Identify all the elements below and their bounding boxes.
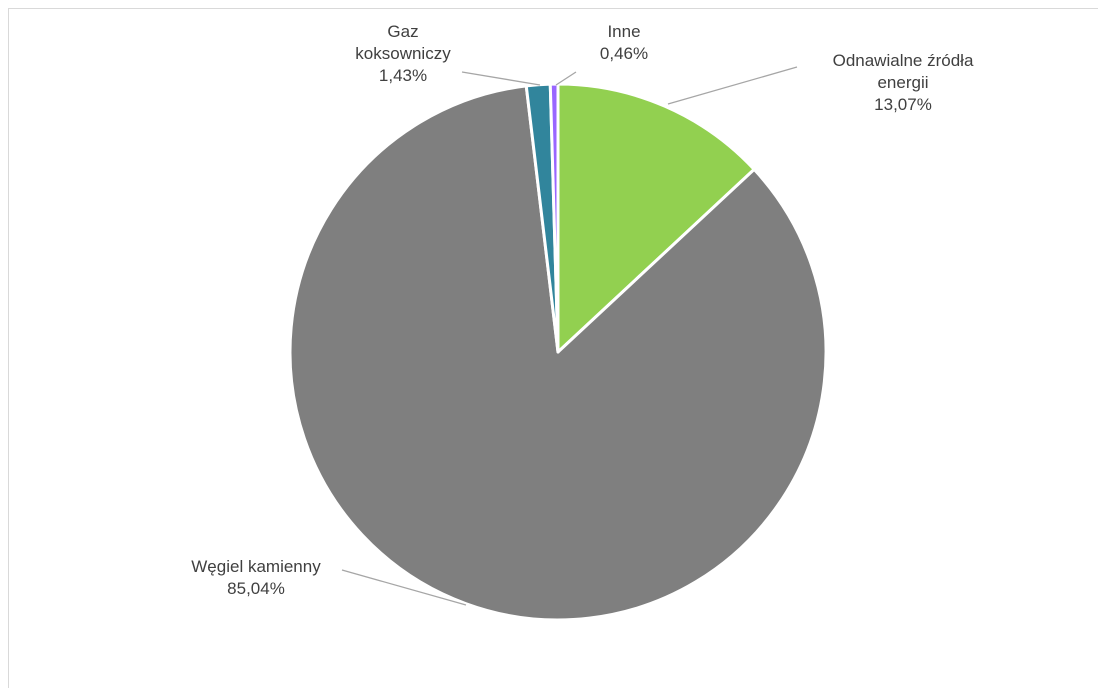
- data-label-category: Gaz: [387, 22, 418, 41]
- data-label-value: 85,04%: [227, 579, 285, 598]
- data-label-category: Węgiel kamienny: [191, 557, 321, 576]
- data-label-category: Inne: [607, 22, 640, 41]
- data-label: Inne 0,46%: [600, 22, 648, 63]
- leader-line: [341, 569, 467, 606]
- pie-slice-odnawialne-źródła-energii: [556, 82, 756, 354]
- data-label-value: 1,43%: [379, 66, 427, 85]
- data-label-value: 13,07%: [874, 95, 932, 114]
- data-label-category: Odnawialne źródła: [833, 51, 974, 70]
- data-label: Węgiel kamienny 85,04%: [191, 557, 321, 598]
- data-label-category: koksowniczy: [355, 44, 451, 63]
- data-label: Gaz koksowniczy 1,43%: [355, 22, 451, 85]
- data-label-value: 0,46%: [600, 44, 648, 63]
- data-label-category: energii: [877, 73, 928, 92]
- leader-line: [667, 66, 798, 105]
- data-label: Odnawialne źródła energii 13,07%: [833, 51, 974, 114]
- leader-line: [555, 71, 577, 86]
- pie-slices: [288, 82, 828, 622]
- leader-line: [461, 71, 541, 86]
